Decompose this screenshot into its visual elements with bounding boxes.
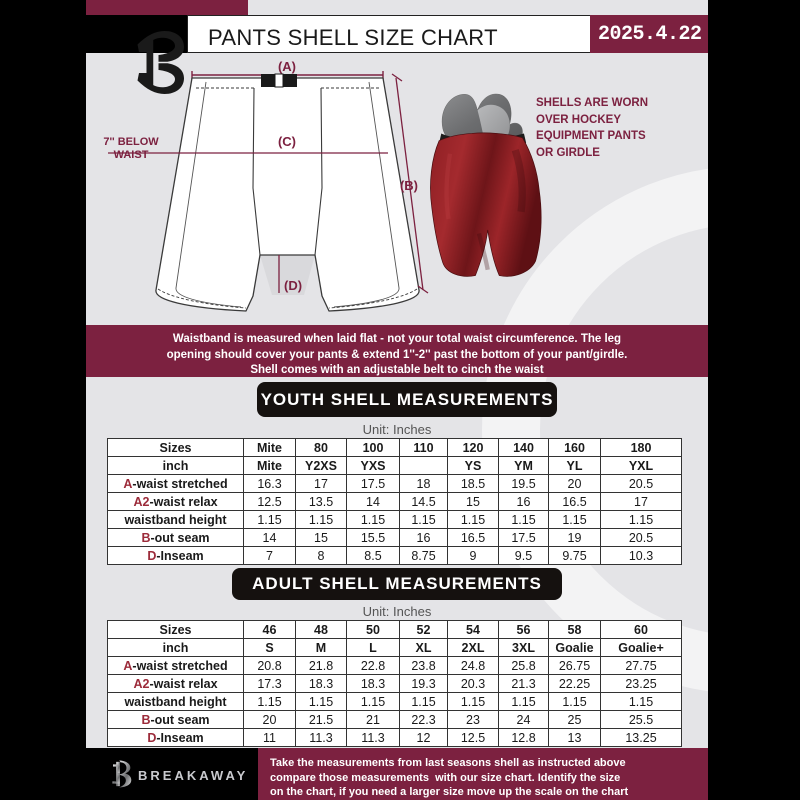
svg-text:(A): (A): [278, 59, 296, 74]
svg-text:(B): (B): [400, 178, 418, 193]
svg-text:(C): (C): [278, 134, 296, 149]
svg-text:WAIST: WAIST: [114, 149, 149, 161]
svg-text:7'' BELOW: 7'' BELOW: [103, 136, 159, 148]
svg-text:(D): (D): [284, 278, 302, 293]
